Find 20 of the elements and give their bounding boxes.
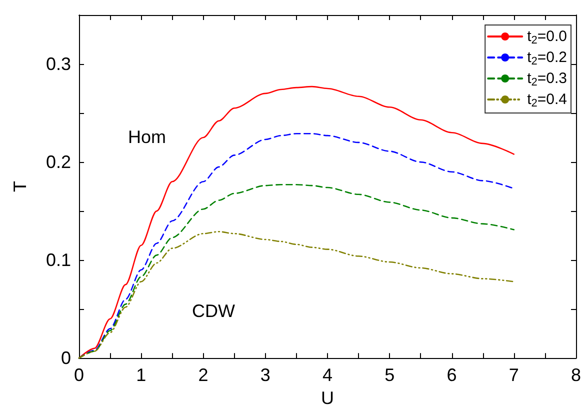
line-series (78, 230, 515, 359)
y-axis-title: T (10, 181, 30, 192)
x-tick-label: 5 (384, 365, 395, 386)
y-tick-label: 0 (60, 348, 71, 368)
x-tick-label: 4 (322, 365, 333, 386)
annotation: CDW (192, 301, 235, 321)
annotation: Hom (128, 127, 166, 147)
y-tick-label: 0.2 (46, 152, 71, 172)
y-tick-label: 0.1 (46, 250, 71, 270)
x-tick-label: 6 (446, 365, 457, 386)
y-tick-label: 0.3 (46, 54, 71, 74)
x-tick-label: 2 (198, 365, 208, 386)
x-axis-title: U (321, 388, 334, 408)
x-tick-label: 3 (260, 365, 270, 386)
x-tick-label: 8 (570, 365, 582, 386)
line-series (78, 132, 515, 359)
line-series (78, 86, 515, 359)
x-tick-label: 7 (508, 365, 519, 386)
x-tick-label: 0 (74, 365, 84, 386)
x-tick-label: 1 (136, 365, 146, 386)
